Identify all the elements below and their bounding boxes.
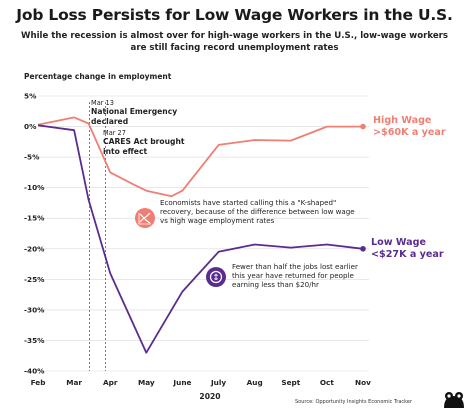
y-tick-label: -30% — [24, 305, 45, 314]
y-tick-label: -5% — [24, 153, 40, 162]
series-label-low-wage-line2: <$27K a year — [371, 249, 444, 260]
x-tick-label: Nov — [355, 378, 371, 387]
series-label-high-wage-line2: >$60K a year — [373, 127, 446, 138]
series-label-high-wage: High Wage >$60K a year — [373, 115, 469, 139]
y-tick-label: -25% — [24, 275, 45, 284]
source-note: Source: Opportunity Insights Economic Tr… — [295, 399, 413, 405]
y-tick-label: 5% — [24, 92, 37, 101]
x-tick-label: Mar — [66, 378, 82, 387]
publisher-logo-icon — [444, 392, 464, 408]
event-date-mar13: Mar 13 — [91, 99, 114, 107]
x-tick-label: Feb — [31, 378, 46, 387]
chart-subtitle: While the recession is almost over for h… — [20, 31, 449, 53]
series-line — [37, 116, 363, 198]
event-date-mar27: Mar 27 — [103, 129, 126, 137]
y-tick-label: 0% — [24, 122, 37, 131]
y-tick-label: -35% — [24, 336, 45, 345]
k-shape-chart-icon — [135, 208, 155, 228]
x-tick-label: May — [138, 378, 155, 387]
event-label-cares-act: CARES Act brought into effect — [103, 137, 185, 156]
y-tick-label: -20% — [24, 244, 45, 253]
series-end-point — [360, 245, 366, 252]
event-label-national-emergency: National Emergency declared — [91, 107, 178, 126]
y-tick-label: -10% — [24, 183, 45, 192]
x-tick-label: Aug — [247, 378, 263, 387]
chart-title: Job Loss Persists for Low Wage Workers i… — [16, 6, 453, 24]
x-axis-year-label: 2020 — [199, 392, 221, 401]
x-tick-label: July — [210, 378, 226, 387]
series-label-low-wage-line1: Low Wage — [371, 237, 426, 248]
x-tick-label: Oct — [320, 378, 335, 387]
annotation-k-shaped: Economists have started calling this a "… — [160, 198, 355, 226]
annotation-jobs-returned: Fewer than half the jobs lost earlier th… — [232, 262, 358, 290]
y-tick-label: -15% — [24, 214, 45, 223]
series-line — [37, 124, 364, 354]
x-tick-label: June — [172, 378, 191, 387]
coin-icon — [206, 267, 226, 287]
x-tick-label: Sept — [281, 378, 300, 387]
series-end-point — [360, 123, 366, 130]
y-tick-label: -40% — [24, 367, 45, 376]
x-tick-label: Apr — [103, 378, 118, 387]
y-axis-label: Percentage change in employment — [24, 72, 172, 81]
series-label-high-wage-line1: High Wage — [373, 115, 432, 126]
series-label-low-wage: Low Wage <$27K a year — [371, 237, 469, 261]
